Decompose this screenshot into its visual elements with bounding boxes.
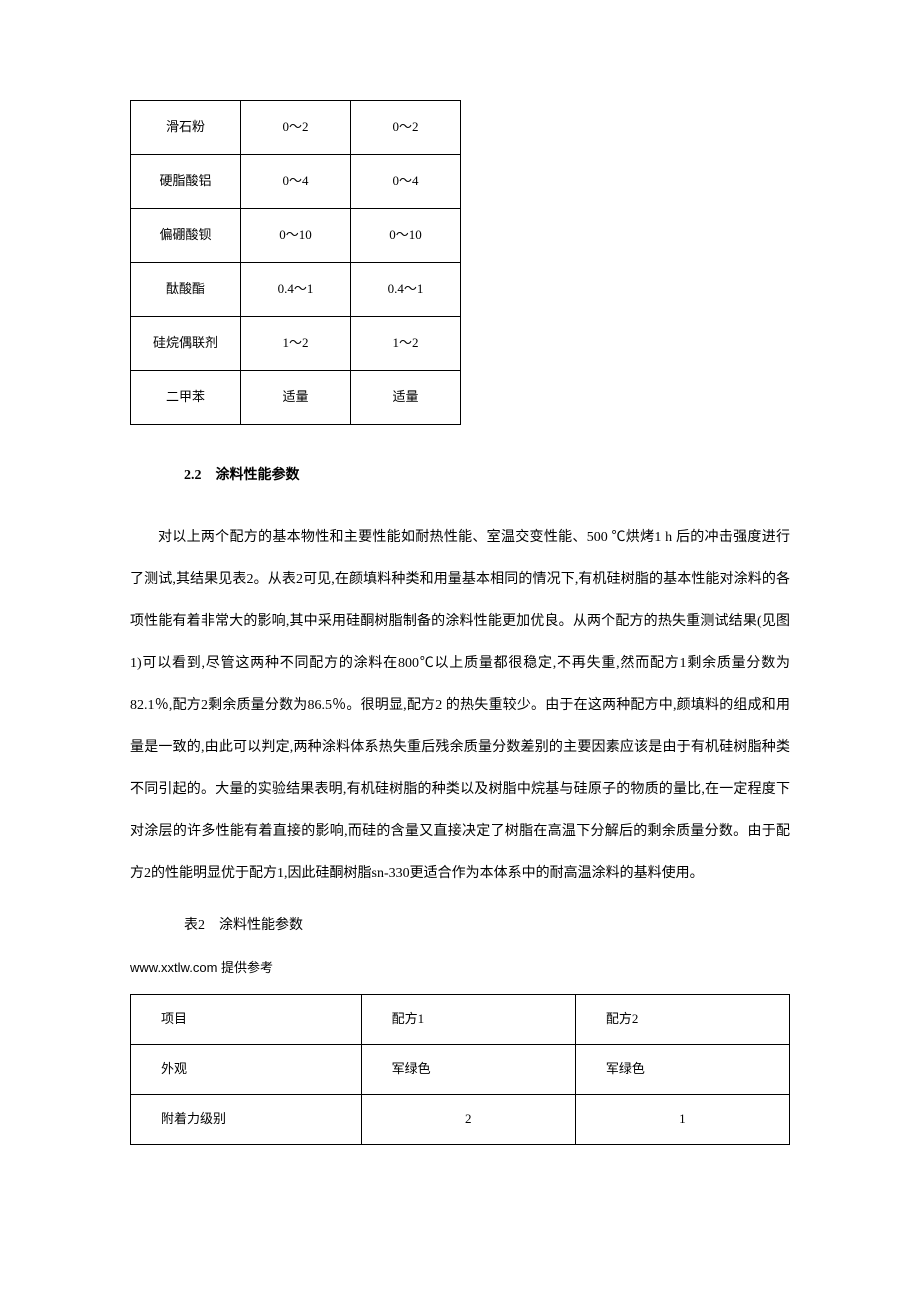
ingredient-val2: 0～4 <box>351 155 461 209</box>
ingredient-val2: 0～2 <box>351 101 461 155</box>
body-paragraph: 对以上两个配方的基本物性和主要性能如耐热性能、室温交变性能、500 ℃烘烤1 h… <box>130 517 790 895</box>
table2-caption: 表2 涂料性能参数 <box>184 915 790 937</box>
table-row: 外观军绿色军绿色 <box>131 1044 790 1094</box>
perf-val1: 配方1 <box>361 994 575 1044</box>
table-row: 滑石粉0～20～2 <box>131 101 461 155</box>
perf-val1: 军绿色 <box>361 1044 575 1094</box>
ingredient-val2: 1～2 <box>351 317 461 371</box>
perf-val2: 配方2 <box>575 994 789 1044</box>
table-row: 硅烷偶联剂1～21～2 <box>131 317 461 371</box>
ingredient-name: 硅烷偶联剂 <box>131 317 241 371</box>
table-row: 硬脂酸铝0～40～4 <box>131 155 461 209</box>
footer-link: www.xxtlw.com 提供参考 <box>130 958 790 979</box>
ingredient-val1: 0.4～1 <box>241 263 351 317</box>
ingredient-val2: 0.4～1 <box>351 263 461 317</box>
perf-val1: 2 <box>361 1094 575 1144</box>
ingredient-name: 酞酸酯 <box>131 263 241 317</box>
perf-val2: 1 <box>575 1094 789 1144</box>
table-row: 酞酸酯0.4～10.4～1 <box>131 263 461 317</box>
perf-item: 项目 <box>131 994 362 1044</box>
ingredient-val2: 0～10 <box>351 209 461 263</box>
table-row: 项目配方1配方2 <box>131 994 790 1044</box>
ingredient-val2: 适量 <box>351 371 461 425</box>
performance-table: 项目配方1配方2外观军绿色军绿色附着力级别21 <box>130 994 790 1145</box>
ingredients-table: 滑石粉0～20～2硬脂酸铝0～40～4偏硼酸钡0～100～10酞酸酯0.4～10… <box>130 100 461 425</box>
ingredient-name: 偏硼酸钡 <box>131 209 241 263</box>
ingredient-name: 硬脂酸铝 <box>131 155 241 209</box>
table-row: 附着力级别21 <box>131 1094 790 1144</box>
ingredient-name: 滑石粉 <box>131 101 241 155</box>
table-row: 偏硼酸钡0～100～10 <box>131 209 461 263</box>
ingredient-val1: 0～2 <box>241 101 351 155</box>
perf-item: 附着力级别 <box>131 1094 362 1144</box>
perf-item: 外观 <box>131 1044 362 1094</box>
section-heading: 2.2 涂料性能参数 <box>184 465 790 487</box>
perf-val2: 军绿色 <box>575 1044 789 1094</box>
ingredient-val1: 1～2 <box>241 317 351 371</box>
ingredient-val1: 适量 <box>241 371 351 425</box>
ingredient-val1: 0～10 <box>241 209 351 263</box>
ingredient-name: 二甲苯 <box>131 371 241 425</box>
ingredient-val1: 0～4 <box>241 155 351 209</box>
table-row: 二甲苯适量适量 <box>131 371 461 425</box>
